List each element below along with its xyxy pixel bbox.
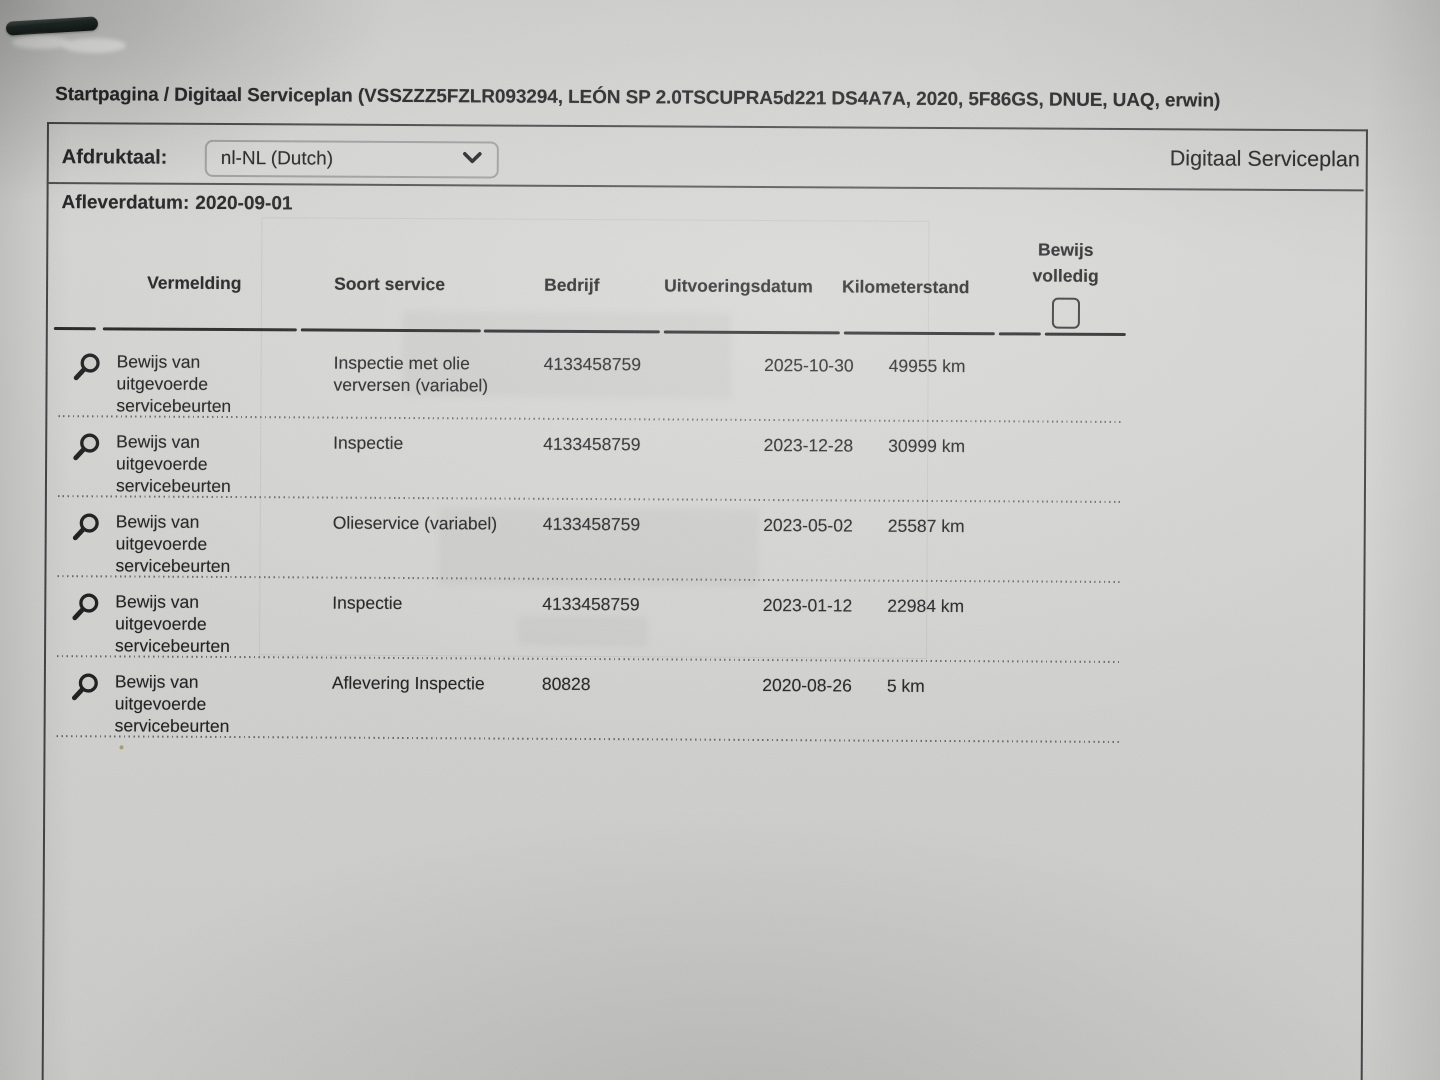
cell-bedrijf: 4133458759 (543, 433, 641, 455)
cell-soort-service: Inspectie (333, 432, 404, 453)
cell-bedrijf: 4133458759 (542, 513, 641, 535)
row-detail-button[interactable] (60, 350, 116, 417)
cell-kilometerstand: 5 km (886, 675, 925, 696)
header-divider (46, 181, 1364, 192)
print-language-label: Afdruktaal: (61, 146, 168, 169)
table-row: Bewijs van uitgevoerde servicebeurten Af… (59, 657, 1125, 743)
table-body: Bewijs van uitgevoerde servicebeurten In… (59, 337, 1127, 743)
delivery-date: Afleverdatum: 2020-09-01 (61, 192, 298, 215)
cell-vermelding: Bewijs van uitgevoerde servicebeurten (114, 671, 230, 737)
cell-vermelding: Bewijs van uitgevoerde servicebeurten (115, 591, 230, 657)
row-detail-button[interactable] (59, 670, 115, 737)
print-language-value: nl-NL (Dutch) (220, 147, 334, 170)
column-header-bedrijf: Bedrijf (544, 274, 600, 296)
cell-vermelding: Bewijs van uitgevoerde servicebeurten (116, 351, 232, 417)
cell-soort-service: Olieservice (variabel) (332, 512, 498, 534)
cell-bedrijf: 4133458759 (542, 593, 640, 615)
magnifier-icon (71, 673, 98, 701)
table-header-row: Vermelding Soort service Bedrijf Uitvoer… (61, 225, 1128, 333)
magnifier-icon (73, 353, 100, 381)
bewijs-volledig-label: Bewijs volledig (1032, 239, 1099, 286)
column-header-kilometerstand: Kilometerstand (842, 276, 970, 298)
cell-soort-service: Aflevering Inspectie (331, 672, 485, 694)
cell-kilometerstand: 25587 km (887, 515, 965, 537)
chevron-down-icon (462, 150, 483, 170)
cell-kilometerstand: 22984 km (887, 595, 965, 617)
column-header-vermelding: Vermelding (147, 272, 242, 294)
column-header-bewijs-volledig: Bewijs volledig (1004, 230, 1128, 333)
paper-speck (119, 745, 124, 750)
cell-uitvoeringsdatum: 2023-12-28 (763, 435, 854, 456)
table-row: Bewijs van uitgevoerde servicebeurten In… (60, 337, 1126, 423)
cell-kilometerstand: 30999 km (888, 435, 966, 457)
magnifier-icon (72, 513, 99, 541)
table-row: Bewijs van uitgevoerde servicebeurten In… (60, 417, 1126, 503)
row-detail-button[interactable] (60, 430, 116, 497)
row-detail-button[interactable] (59, 510, 115, 577)
table-row: Bewijs van uitgevoerde servicebeurten In… (59, 577, 1125, 663)
magnifier-icon (72, 593, 99, 621)
cell-uitvoeringsdatum: 2023-01-12 (762, 595, 853, 616)
cell-bedrijf: 4133458759 (543, 353, 642, 375)
service-history-table: Vermelding Soort service Bedrijf Uitvoer… (53, 225, 1128, 743)
table-row: Bewijs van uitgevoerde servicebeurten Ol… (59, 497, 1125, 583)
magnifier-icon (73, 433, 100, 461)
cell-vermelding: Bewijs van uitgevoerde servicebeurten (115, 511, 231, 577)
cell-kilometerstand: 49955 km (888, 355, 966, 377)
column-header-icon-spacer (61, 294, 117, 327)
page-title: Digitaal Serviceplan (1169, 146, 1360, 172)
bewijs-volledig-checkbox[interactable] (1051, 297, 1080, 329)
delivery-date-value: 2020-09-01 (195, 192, 293, 215)
cell-soort-service: Inspectie met olie verversen (variabel) (333, 352, 489, 396)
cell-uitvoeringsdatum: 2023-05-02 (763, 515, 853, 536)
breadcrumb[interactable]: Startpagina / Digitaal Serviceplan (VSSZ… (55, 84, 1221, 112)
column-header-uitvoeringsdatum: Uitvoeringsdatum (664, 275, 813, 297)
print-language-select[interactable]: nl-NL (Dutch) (204, 139, 499, 179)
column-header-soort-service: Soort service (334, 273, 446, 295)
cell-uitvoeringsdatum: 2020-08-26 (762, 675, 852, 696)
cell-bedrijf: 80828 (541, 673, 591, 695)
cell-vermelding: Bewijs van uitgevoerde servicebeurten (115, 431, 231, 497)
cell-uitvoeringsdatum: 2025-10-30 (764, 355, 854, 376)
delivery-date-label: Afleverdatum: (61, 192, 190, 214)
row-detail-button[interactable] (59, 590, 115, 657)
cell-soort-service: Inspectie (332, 592, 403, 613)
